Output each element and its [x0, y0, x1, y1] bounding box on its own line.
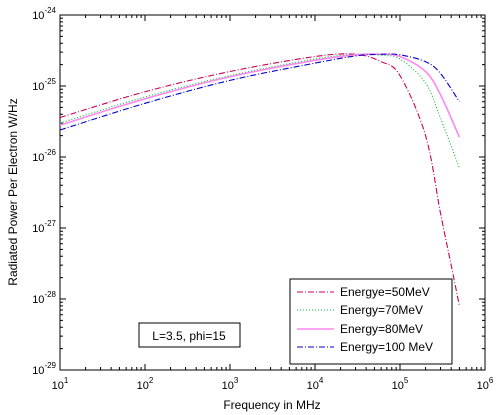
- annotation-box: L=3.5, phi=15: [138, 322, 241, 348]
- series-line-1: [59, 53, 460, 306]
- y-axis: 10-29 10-28 10-27 10-26 10-25 10-24: [32, 6, 485, 377]
- annotation-text: L=3.5, phi=15: [152, 329, 226, 343]
- legend-label-2: Energy=70MeV: [340, 303, 423, 317]
- legend-label-3: Energy=80MeV: [340, 322, 423, 336]
- y-axis-label: Radiated Power Per Electron W/Hz: [6, 98, 20, 285]
- y-tick-label: 10-28: [32, 290, 56, 306]
- legend: Energye=50MeV Energy=70MeV Energy=80MeV Ene…: [289, 278, 453, 365]
- x-tick-label: 104: [307, 376, 324, 392]
- y-tick-label: 10-26: [32, 148, 56, 164]
- x-tick-label: 101: [52, 376, 69, 392]
- x-tick-label: 103: [222, 376, 239, 392]
- series-line-3: [59, 53, 461, 138]
- legend-box: [289, 278, 453, 365]
- legend-label-1: Energye=50MeV: [340, 285, 430, 299]
- x-tick-label: 105: [392, 376, 409, 392]
- y-tick-label: 10-29: [32, 361, 56, 377]
- x-axis-label: Frequency in MHz: [223, 398, 320, 412]
- legend-label-4: Energy=100 MeV: [340, 340, 433, 354]
- x-tick-label: 102: [137, 376, 154, 392]
- y-tick-label: 10-24: [32, 6, 56, 22]
- y-tick-label: 10-25: [32, 77, 56, 93]
- y-tick-label: 10-27: [32, 219, 56, 235]
- x-tick-label: 106: [477, 376, 494, 392]
- series-line-4: [59, 53, 460, 131]
- series-layer: [59, 53, 461, 306]
- x-axis: 101 102 103 104 105 106: [52, 15, 494, 392]
